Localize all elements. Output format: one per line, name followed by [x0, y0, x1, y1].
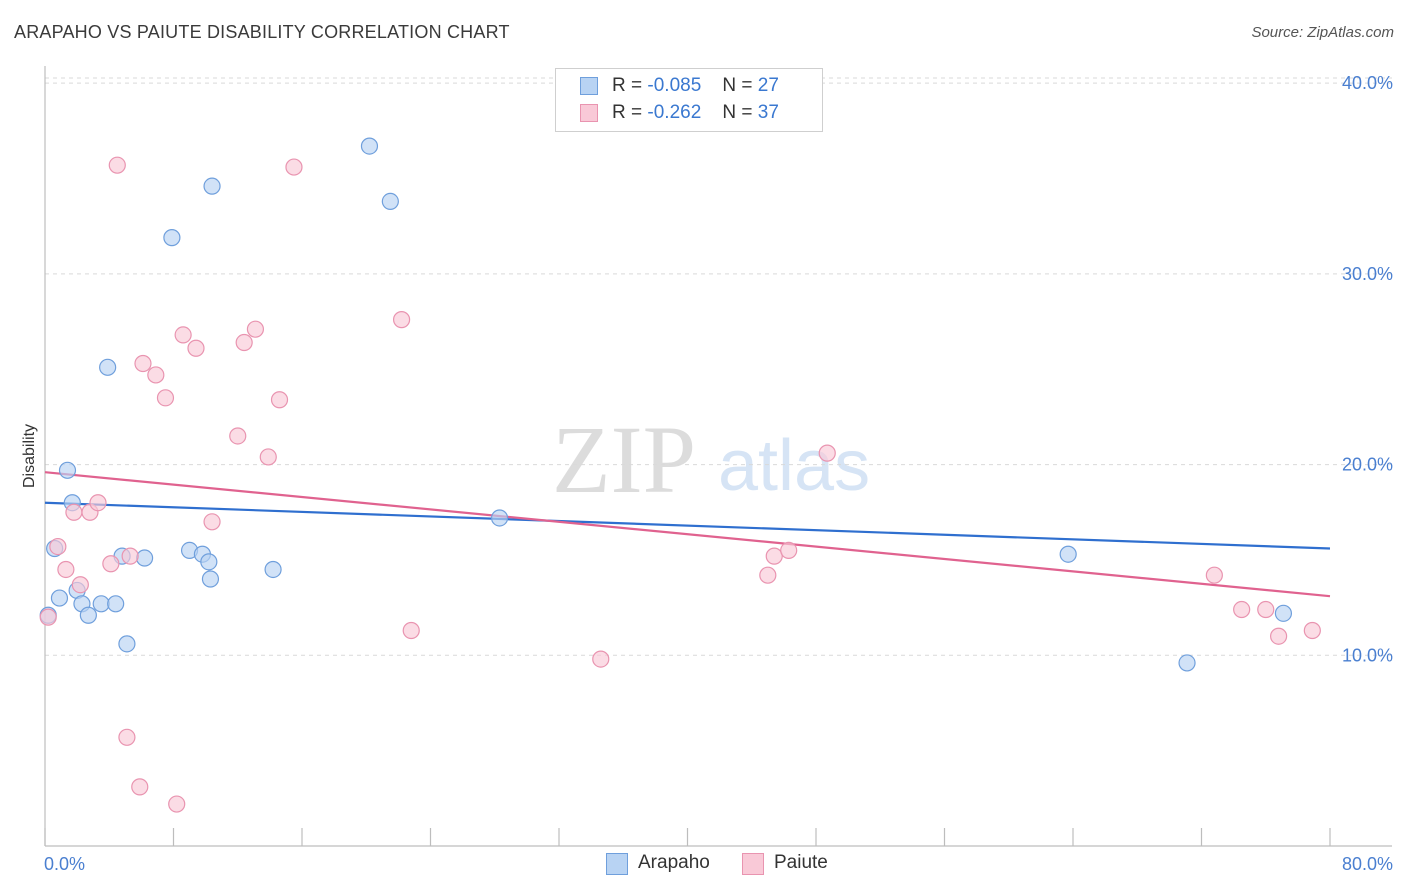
point-paiute	[89, 494, 107, 512]
point-arapaho	[203, 177, 221, 195]
point-paiute	[147, 366, 165, 384]
y-tick-label: 10.0%	[1342, 645, 1393, 665]
point-arapaho	[79, 606, 97, 624]
point-arapaho	[200, 553, 218, 571]
legend-text-paiute: R = -0.262 N = 37	[612, 102, 779, 124]
point-paiute	[402, 621, 420, 640]
point-paiute	[156, 389, 175, 407]
point-arapaho	[201, 570, 220, 588]
legend-n-label: N =	[722, 102, 753, 123]
point-paiute	[39, 608, 57, 626]
point-paiute	[1257, 600, 1275, 619]
legend-r-value-paiute: -0.262	[647, 102, 702, 123]
point-paiute	[392, 311, 411, 329]
legend-n-label: N =	[722, 75, 753, 96]
point-paiute	[1269, 627, 1288, 645]
point-arapaho	[163, 229, 181, 247]
point-paiute	[187, 339, 205, 357]
chart-title: ARAPAHO VS PAIUTE DISABILITY CORRELATION…	[14, 22, 510, 42]
point-arapaho	[50, 589, 69, 607]
legend-n-value-arapaho: 27	[757, 75, 779, 96]
point-paiute	[168, 795, 186, 813]
watermark-zip: ZIP	[552, 406, 696, 513]
x-tick-label: 0.0%	[44, 854, 85, 874]
point-arapaho	[135, 549, 154, 567]
point-paiute	[818, 444, 836, 462]
point-paiute	[780, 541, 798, 560]
trend-layer	[44, 471, 1331, 598]
point-arapaho	[118, 635, 136, 653]
point-arapaho	[381, 192, 399, 211]
point-paiute	[1233, 600, 1251, 619]
y-tick-label: 40.0%	[1342, 73, 1393, 93]
point-paiute	[1205, 566, 1223, 584]
point-arapaho	[1059, 545, 1077, 563]
point-arapaho	[107, 595, 125, 613]
stats-legend: R = -0.085 N = 27 R = -0.262 N = 37	[555, 68, 823, 132]
point-arapaho	[360, 137, 379, 155]
legend-r-value-arapaho: -0.085	[647, 75, 702, 96]
source-label: Source: ZipAtlas.com	[1251, 24, 1394, 41]
point-paiute	[285, 158, 303, 176]
point-arapaho	[99, 358, 117, 376]
legend-n-value-paiute: 37	[757, 102, 779, 123]
trend-line-arapaho	[44, 501, 1331, 550]
point-paiute	[759, 566, 777, 584]
point-paiute	[592, 650, 610, 668]
point-paiute	[121, 547, 139, 565]
point-arapaho	[264, 560, 282, 579]
point-paiute	[49, 537, 67, 556]
point-layer	[39, 137, 1321, 813]
point-paiute	[131, 778, 149, 796]
point-arapaho	[1274, 604, 1293, 622]
bottom-legend-swatch-paiute	[742, 853, 764, 875]
grid-layer	[45, 77, 1392, 656]
x-tick-label: 80.0%	[1342, 854, 1393, 874]
point-paiute	[1303, 621, 1321, 640]
legend-swatch-paiute	[580, 104, 598, 122]
y-axis-title: Disability	[21, 424, 38, 488]
point-paiute	[57, 560, 75, 579]
bottom-legend-swatch-arapaho	[606, 853, 628, 875]
point-paiute	[246, 320, 265, 338]
bottom-legend-label-paiute: Paiute	[774, 852, 828, 873]
y-tick-label: 30.0%	[1342, 264, 1393, 284]
legend-text-arapaho: R = -0.085 N = 27	[612, 75, 779, 97]
point-paiute	[71, 576, 89, 594]
point-paiute	[108, 156, 126, 174]
point-paiute	[235, 333, 253, 352]
point-paiute	[259, 448, 277, 466]
watermark-atlas: atlas	[718, 426, 870, 506]
label-layer: 10.0% 20.0% 30.0% 40.0% 0.0% 80.0%	[44, 73, 1393, 874]
point-paiute	[65, 503, 83, 521]
point-arapaho	[1178, 654, 1196, 672]
legend-r-label: R =	[612, 75, 643, 96]
bottom-legend-label-arapaho: Arapaho	[638, 852, 710, 873]
point-arapaho	[58, 461, 77, 479]
point-paiute	[229, 427, 247, 445]
legend-r-label: R =	[612, 102, 643, 123]
legend-swatch-arapaho	[580, 77, 598, 95]
point-paiute	[134, 354, 152, 373]
trend-line-paiute	[44, 471, 1331, 598]
point-paiute	[118, 728, 136, 746]
axis-layer	[44, 66, 1392, 847]
point-paiute	[765, 547, 783, 565]
point-arapaho	[92, 595, 110, 613]
point-paiute	[174, 326, 192, 344]
point-paiute	[102, 555, 120, 573]
y-tick-label: 20.0%	[1342, 455, 1393, 475]
point-arapaho	[490, 509, 509, 527]
point-paiute	[270, 391, 289, 409]
point-paiute	[203, 513, 221, 531]
